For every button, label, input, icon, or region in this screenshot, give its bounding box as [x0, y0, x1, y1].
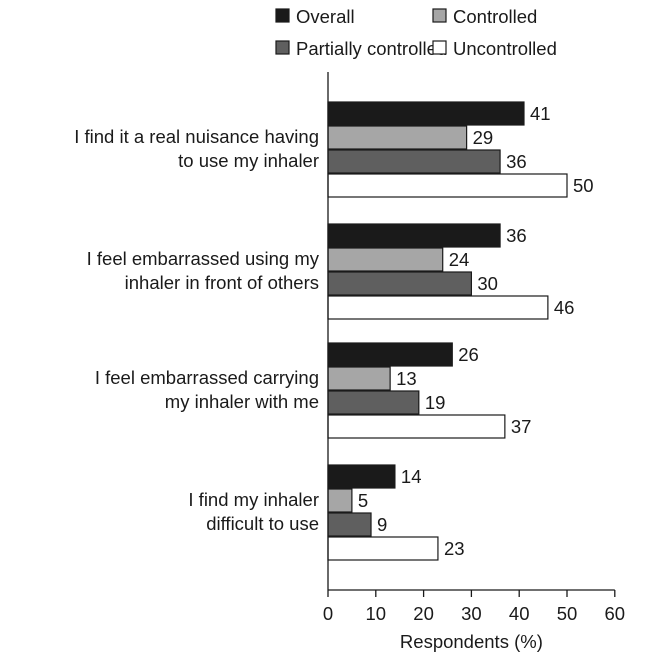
value-label-4-4: 23	[444, 538, 465, 559]
legend-label-3: Partially controlled	[296, 38, 447, 59]
category-label-3-line-1: I feel embarrassed carrying	[95, 367, 319, 388]
bar-1-1	[327, 101, 525, 126]
value-label-4-3: 9	[377, 514, 387, 535]
bar-3-2	[327, 366, 391, 391]
value-label-3-1: 26	[458, 344, 479, 365]
x-tick-label-0: 0	[323, 603, 333, 624]
bars: 41 29 36 50 36 24 30 46 26 13 19 37 14 59 23	[327, 101, 594, 561]
x-axis: 0 10 20 30 40 50 60	[323, 72, 625, 624]
bar-2-3	[327, 271, 472, 296]
bar-3-3	[327, 390, 420, 415]
legend-label-1: Overall	[296, 6, 355, 27]
category-label-1-line-1: I find it a real nuisance having	[74, 126, 319, 147]
value-label-3-3: 19	[425, 392, 446, 413]
bar-3-1	[327, 342, 453, 367]
legend-label-2: Controlled	[453, 6, 537, 27]
legend-swatch-1	[275, 8, 290, 23]
legend-swatch-2	[432, 8, 447, 23]
bar-1-3	[327, 149, 501, 174]
value-label-2-3: 30	[477, 273, 498, 294]
legend: Overall Controlled Partially controlled Unc…	[275, 6, 557, 59]
legend-swatch-4	[432, 40, 447, 55]
legend-label-4: Uncontrolled	[453, 38, 557, 59]
bar-3-4	[327, 414, 506, 439]
bar-2-1	[327, 223, 501, 248]
value-label-4-2: 5	[358, 490, 368, 511]
category-label-1-line-2: to use my inhaler	[178, 150, 319, 171]
x-tick-label-10: 10	[366, 603, 387, 624]
x-tick-label-30: 30	[461, 603, 482, 624]
category-label-2-line-2: inhaler in front of others	[125, 272, 319, 293]
x-tick-label-50: 50	[557, 603, 578, 624]
category-labels: I find it a real nuisance having to use m…	[74, 126, 320, 534]
value-label-1-3: 36	[506, 151, 527, 172]
category-label-3-line-2: my inhaler with me	[165, 391, 319, 412]
value-label-1-2: 29	[473, 127, 494, 148]
category-label-4-line-1: I find my inhaler	[188, 489, 319, 510]
category-label-2-line-1: I feel embarrassed using my	[87, 248, 320, 269]
value-label-2-1: 36	[506, 225, 527, 246]
bar-2-4	[327, 295, 549, 320]
value-label-3-4: 37	[511, 416, 532, 437]
value-label-1-1: 41	[530, 103, 551, 124]
bar-1-2	[327, 125, 468, 150]
x-axis-label: Respondents (%)	[400, 631, 543, 652]
x-tick-label-60: 60	[605, 603, 626, 624]
bar-4-2	[327, 488, 353, 513]
x-tick-label-20: 20	[413, 603, 434, 624]
value-label-4-1: 14	[401, 466, 422, 487]
x-tick-label-40: 40	[509, 603, 530, 624]
value-label-3-2: 13	[396, 368, 417, 389]
bar-4-4	[327, 536, 439, 561]
value-label-2-4: 46	[554, 297, 575, 318]
bar-4-3	[327, 512, 372, 537]
category-label-4-line-2: difficult to use	[206, 513, 319, 534]
value-label-2-2: 24	[449, 249, 470, 270]
legend-swatch-3	[275, 40, 290, 55]
bar-4-1	[327, 464, 396, 489]
bar-2-2	[327, 247, 444, 272]
value-label-1-4: 50	[573, 175, 594, 196]
bar-1-4	[327, 173, 568, 198]
